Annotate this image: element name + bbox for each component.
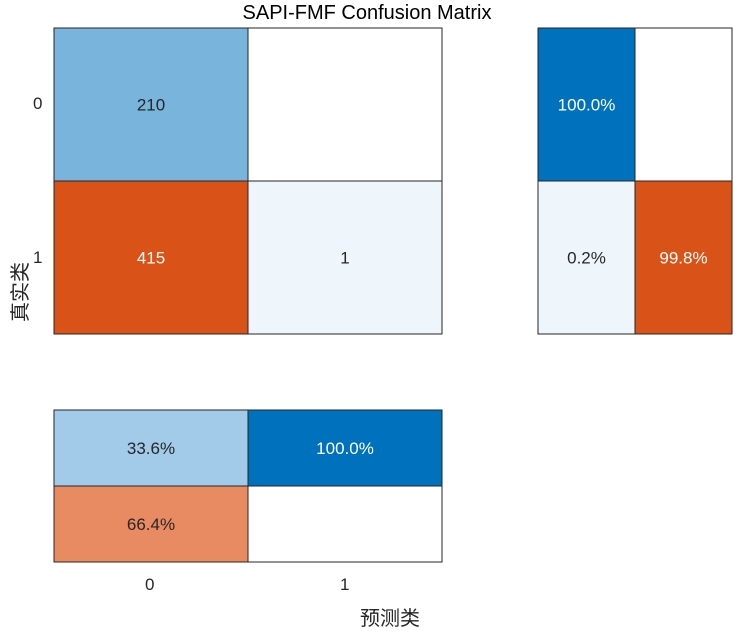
y-tick-0: 0 bbox=[33, 94, 43, 113]
y-tick-1: 1 bbox=[33, 248, 43, 267]
matrix-cell-0-0-label: 210 bbox=[137, 96, 165, 115]
column-summary-1-incorrect-rect bbox=[247, 485, 443, 563]
matrix-cell-1-0-rect bbox=[53, 180, 249, 335]
row-summary-0-correct-label: 100.0% bbox=[558, 96, 616, 115]
row-summary-1-incorrect-rect bbox=[537, 180, 636, 335]
column-summary-0-incorrect-label: 66.4% bbox=[127, 515, 175, 534]
x-axis-label: 预测类 bbox=[360, 606, 420, 630]
column-summary-0-correct-rect bbox=[53, 409, 249, 487]
row-summary-0-incorrect-rect bbox=[634, 27, 733, 182]
chart-title: SAPI-FMF Confusion Matrix bbox=[242, 2, 492, 24]
column-summary-0-incorrect-rect bbox=[53, 485, 249, 563]
x-tick-0: 0 bbox=[145, 575, 155, 594]
x-tick-1: 1 bbox=[340, 575, 350, 594]
y-axis-label: 真实类 bbox=[8, 262, 32, 322]
column-summary-0-correct-label: 33.6% bbox=[127, 439, 175, 458]
row-summary-1-incorrect-label: 0.2% bbox=[567, 249, 606, 268]
column-summary-1-correct-label: 100.0% bbox=[316, 439, 374, 458]
matrix-cell-1-1-label: 1 bbox=[340, 249, 349, 268]
matrix-cell-1-1-rect bbox=[247, 180, 443, 335]
matrix-cell-0-1-rect bbox=[247, 27, 443, 182]
column-summary-1-correct-rect bbox=[247, 409, 443, 487]
row-summary-1-correct-label: 99.8% bbox=[659, 249, 707, 268]
matrix-cell-1-0-label: 415 bbox=[137, 249, 165, 268]
row-summary-1-correct-rect bbox=[634, 180, 733, 335]
row-summary-0-correct-rect bbox=[537, 27, 636, 182]
